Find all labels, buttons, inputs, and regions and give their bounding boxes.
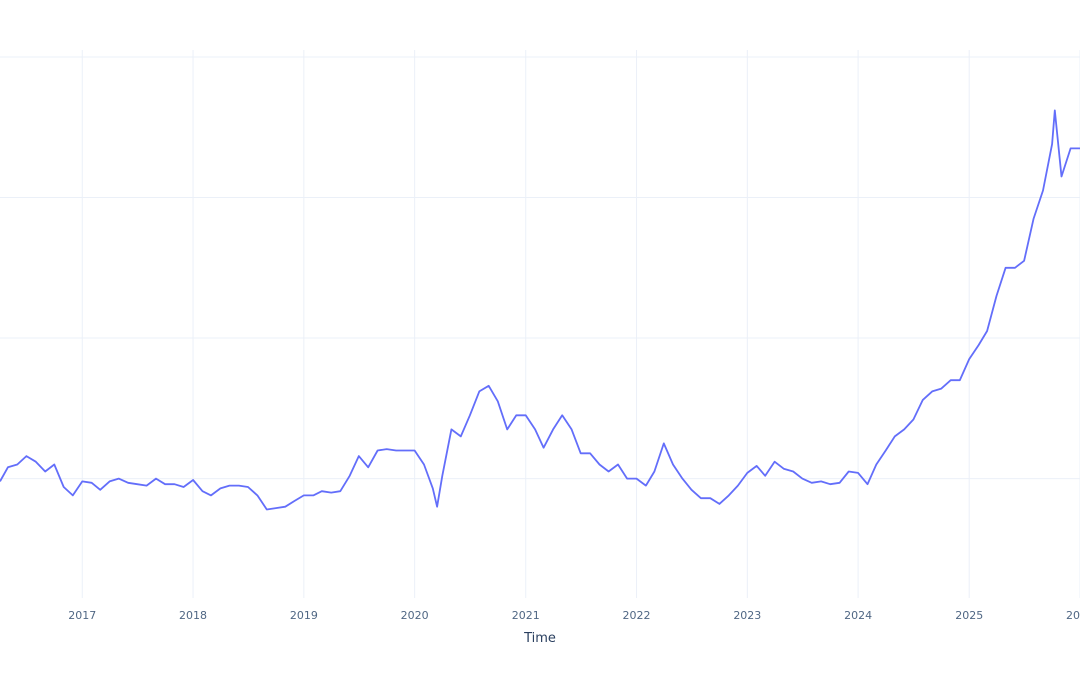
gridlines bbox=[0, 50, 1080, 598]
x-tick-label: 2020 bbox=[401, 609, 429, 622]
x-tick-label: 2017 bbox=[68, 609, 96, 622]
x-tick-label: 2023 bbox=[733, 609, 761, 622]
x-tick-label: 2026 bbox=[1066, 609, 1080, 622]
x-tick-label: 2018 bbox=[179, 609, 207, 622]
x-tick-label: 2024 bbox=[844, 609, 872, 622]
series-line bbox=[0, 109, 1080, 511]
x-tick-label: 2025 bbox=[955, 609, 983, 622]
x-tick-label: 2021 bbox=[512, 609, 540, 622]
x-axis-ticks: 2017 2018 2019 2020 2021 2022 2023 2024 2025 2026 bbox=[68, 609, 1080, 622]
series-layer bbox=[0, 109, 1080, 511]
x-tick-label: 2019 bbox=[290, 609, 318, 622]
x-tick-label: 2022 bbox=[623, 609, 651, 622]
x-axis-title: Time bbox=[523, 631, 556, 646]
